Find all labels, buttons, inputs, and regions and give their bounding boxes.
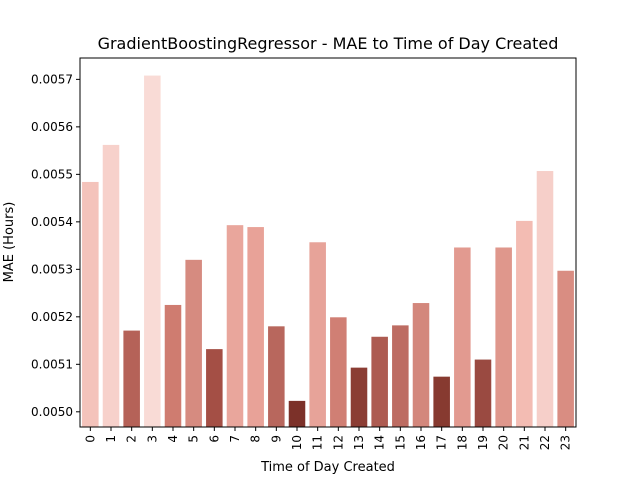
bar-hour-12	[330, 317, 347, 427]
bar-hour-10	[288, 400, 306, 427]
bar-hour-17	[433, 376, 450, 427]
x-tick-label: 14	[373, 435, 387, 450]
bar-hour-6	[206, 349, 223, 427]
bar-hour-5	[185, 259, 202, 427]
x-tick-label: 19	[476, 435, 490, 450]
bar-hour-21	[516, 220, 533, 427]
x-tick-label: 21	[517, 435, 531, 450]
y-tick-label: 0.0056	[31, 120, 73, 134]
x-tick-label: 5	[187, 435, 201, 443]
x-tick-label: 4	[166, 435, 180, 443]
bar-hour-19	[474, 359, 492, 427]
x-tick-label: 6	[207, 435, 221, 443]
y-tick-label: 0.0050	[31, 405, 73, 419]
x-tick-label: 1	[104, 435, 118, 443]
x-axis-ticks: 0 1 2 3 4 5 6 7 8 9 10 11 12 13 14 15 16 17 18 19 20 21 22 23	[83, 427, 573, 450]
y-tick-label: 0.0057	[31, 72, 73, 86]
bar-hour-0	[82, 181, 99, 427]
bar-hour-3	[144, 75, 161, 428]
x-tick-label: 7	[228, 435, 242, 443]
y-axis-ticks: 0.0050 0.0051 0.0052 0.0053 0.0054 0.0055 0.00…	[31, 72, 80, 419]
x-tick-label: 9	[269, 435, 283, 443]
bar-hour-15	[392, 325, 409, 427]
x-tick-label: 15	[393, 435, 407, 450]
y-axis-label: MAE (Hours)	[2, 202, 17, 283]
bar-hour-20	[495, 247, 512, 427]
bar-hour-2	[123, 330, 140, 427]
bar-hour-13	[350, 367, 368, 427]
x-tick-label: 8	[249, 435, 263, 443]
bar-hour-8	[247, 227, 264, 427]
bar-hour-16	[412, 303, 430, 427]
x-axis-label: Time of Day Created	[260, 460, 395, 475]
bar-hour-23	[557, 270, 574, 427]
x-tick-label: 17	[435, 435, 449, 450]
bar-hour-1	[102, 144, 120, 427]
y-tick-label: 0.0054	[31, 215, 73, 229]
bar-hour-9	[268, 326, 285, 427]
bar-hour-7	[226, 225, 244, 427]
y-tick-label: 0.0053	[31, 262, 73, 276]
x-tick-label: 23	[559, 435, 573, 450]
bar-hour-18	[454, 247, 471, 427]
bar-hour-4	[164, 304, 182, 427]
bars-group	[82, 75, 574, 428]
y-tick-label: 0.0052	[31, 310, 73, 324]
x-tick-label: 11	[311, 435, 325, 450]
bar-hour-14	[371, 336, 388, 427]
bar-hour-22	[536, 171, 554, 427]
y-tick-label: 0.0051	[31, 357, 73, 371]
x-tick-label: 13	[352, 435, 366, 450]
x-tick-label: 2	[125, 435, 139, 443]
bar-hour-11	[309, 242, 326, 427]
chart-title: GradientBoostingRegressor - MAE to Time …	[98, 34, 559, 53]
x-tick-label: 18	[455, 435, 469, 450]
plot-frame	[79, 57, 577, 428]
x-tick-label: 3	[145, 435, 159, 443]
x-tick-label: 12	[331, 435, 345, 450]
y-tick-label: 0.0055	[31, 167, 73, 181]
x-tick-label: 0	[83, 435, 97, 443]
x-tick-label: 20	[497, 435, 511, 450]
x-tick-label: 10	[290, 435, 304, 450]
x-tick-label: 16	[414, 435, 428, 450]
x-tick-label: 22	[538, 435, 552, 450]
